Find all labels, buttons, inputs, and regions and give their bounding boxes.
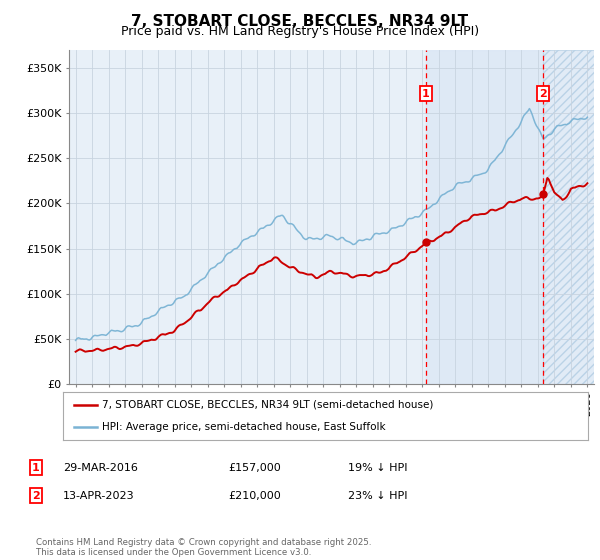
Bar <box>427 50 543 384</box>
Text: Contains HM Land Registry data © Crown copyright and database right 2025.
This d: Contains HM Land Registry data © Crown c… <box>36 538 371 557</box>
Text: 1: 1 <box>32 463 40 473</box>
Text: 7, STOBART CLOSE, BECCLES, NR34 9LT: 7, STOBART CLOSE, BECCLES, NR34 9LT <box>131 14 469 29</box>
Text: 1: 1 <box>422 88 430 99</box>
Bar <box>543 50 599 384</box>
Text: Price paid vs. HM Land Registry's House Price Index (HPI): Price paid vs. HM Land Registry's House … <box>121 25 479 38</box>
Text: £157,000: £157,000 <box>228 463 281 473</box>
Text: HPI: Average price, semi-detached house, East Suffolk: HPI: Average price, semi-detached house,… <box>103 422 386 432</box>
Text: £210,000: £210,000 <box>228 491 281 501</box>
Text: 29-MAR-2016: 29-MAR-2016 <box>63 463 138 473</box>
Text: 2: 2 <box>539 88 547 99</box>
Bar <box>543 50 599 384</box>
Text: 2: 2 <box>32 491 40 501</box>
Text: 7, STOBART CLOSE, BECCLES, NR34 9LT (semi-detached house): 7, STOBART CLOSE, BECCLES, NR34 9LT (sem… <box>103 400 434 410</box>
Text: 13-APR-2023: 13-APR-2023 <box>63 491 134 501</box>
Text: 19% ↓ HPI: 19% ↓ HPI <box>348 463 407 473</box>
Text: 23% ↓ HPI: 23% ↓ HPI <box>348 491 407 501</box>
